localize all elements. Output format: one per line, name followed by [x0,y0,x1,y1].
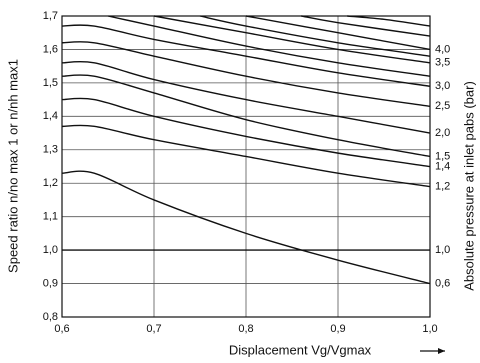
y-axis-label: Speed ratio n/no max 1 or n/nh max1 [5,59,20,273]
curve-label: 4,0 [435,43,450,55]
curve [153,15,431,64]
curve [61,97,431,168]
curve [61,170,431,285]
curve-label: 1,2 [435,180,450,192]
curve [347,15,431,27]
curve-label: 0,6 [435,277,450,289]
curve [199,15,431,57]
y-tick-label: 1,0 [43,244,58,256]
plot-frame [61,15,431,318]
y-tick-label: 0,9 [43,277,58,289]
curve-label: 1,0 [435,244,450,256]
x-tick-label: 0,7 [146,323,161,335]
curve [61,124,431,188]
curve [245,15,431,51]
y-tick-label: 1,2 [43,177,58,189]
y-tick-label: 1,7 [43,10,58,22]
curve-label: 1,5 [435,150,450,162]
x-tick-label: 0,9 [330,323,345,335]
curve [61,24,431,87]
curve [61,74,431,158]
y-tick-label: 1,4 [43,110,58,122]
curve-label: 3,5 [435,57,450,69]
y-tick-label: 1,6 [43,43,58,55]
x-axis-label: Displacement Vg/Vgmax [229,342,372,357]
y-tick-label: 1,1 [43,211,58,223]
y-tick-label: 1,3 [43,144,58,156]
axis-arrow-head [438,348,445,354]
curve [61,60,431,134]
curve [61,41,431,107]
curve-label: 2,0 [435,127,450,139]
y-tick-label: 1,5 [43,77,58,89]
curve [107,15,431,77]
x-tick-label: 1,0 [422,323,437,335]
curve-label: 2,5 [435,100,450,112]
y-tick-label: 0,8 [43,311,58,323]
y2-axis-label: Absolute pressure at inlet pabs (bar) [461,81,476,291]
x-tick-label: 0,8 [238,323,253,335]
x-tick-label: 0,6 [54,323,69,335]
curve-label: 1,4 [435,160,450,172]
curve-label: 3,0 [435,80,450,92]
curve [301,15,431,37]
